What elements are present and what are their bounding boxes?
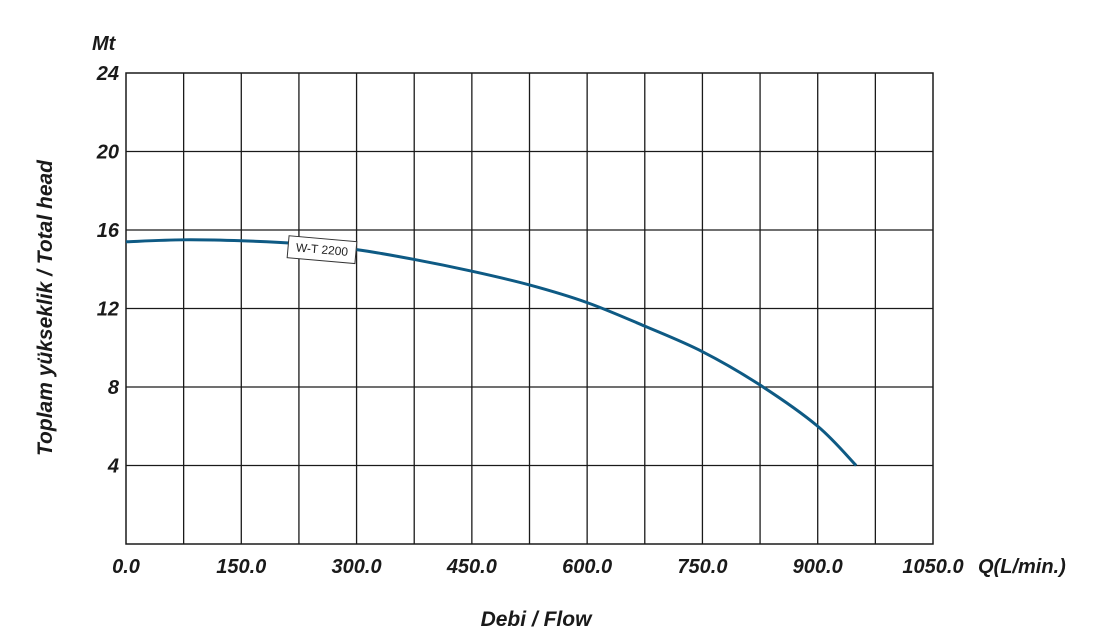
y-axis-title: Toplam yükseklik / Total head [34, 159, 57, 456]
x-axis-title: Debi / Flow [481, 608, 594, 631]
series-label-border [286, 235, 358, 265]
x-tick-label: 900.0 [793, 556, 843, 578]
y-tick-label: 8 [108, 377, 120, 399]
y-tick-label: 16 [97, 220, 120, 242]
y-tick-label: 4 [107, 456, 119, 478]
y-tick-labels: 4 8 12 16 20 24 [96, 63, 120, 478]
y-tick-label: 24 [96, 63, 119, 85]
series-line-w-t-2200 [125, 238, 858, 467]
y-unit-label: Mt [92, 33, 117, 55]
series-label-w-t-2200: W-T 2200 [295, 240, 349, 259]
grid-lines [126, 73, 933, 544]
series-label-box: W-T 2200 [286, 235, 358, 265]
y-tick-label: 20 [96, 142, 119, 164]
y-tick-label: 12 [97, 299, 119, 321]
x-tick-label: 150.0 [216, 556, 266, 578]
x-tick-labels: 0.0 150.0 300.0 450.0 600.0 750.0 900.0 1050.0 [112, 556, 963, 578]
x-tick-label: 750.0 [677, 556, 727, 578]
x-tick-label: 1050.0 [902, 556, 963, 578]
x-unit-label: Q(L/min.) [978, 556, 1066, 578]
x-tick-label: 300.0 [332, 556, 382, 578]
x-tick-label: 0.0 [112, 556, 140, 578]
plot-frame [125, 72, 934, 545]
x-tick-label: 600.0 [562, 556, 612, 578]
x-tick-label: 450.0 [446, 556, 497, 578]
